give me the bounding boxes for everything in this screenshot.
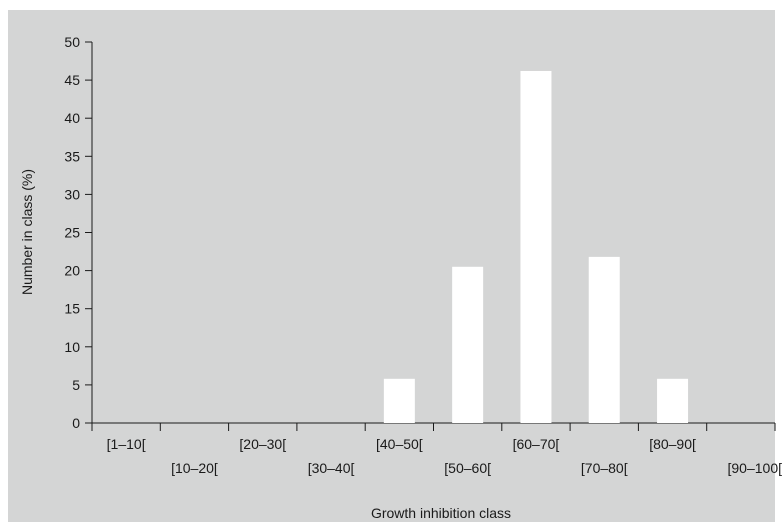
- x-axis-title: Growth inhibition class: [371, 505, 511, 521]
- bar: [588, 256, 620, 423]
- x-tick-label: [1–10[: [107, 436, 146, 452]
- x-tick-label: [20–30[: [239, 436, 286, 452]
- bar: [452, 266, 484, 423]
- chart-panel: [8, 10, 775, 522]
- x-tick-label: [50–60[: [444, 460, 491, 476]
- y-tick-label: 30: [64, 186, 80, 202]
- y-tick-label: 20: [64, 263, 80, 279]
- x-tick-label: [10–20[: [171, 460, 218, 476]
- y-tick-label: 15: [64, 301, 80, 317]
- y-tick-label: 45: [64, 72, 80, 88]
- bar: [520, 70, 552, 424]
- y-axis: 0 5 10 15 20 25 30 35 40 45 50: [64, 34, 93, 431]
- y-tick-label: 5: [72, 377, 80, 393]
- y-tick-label: 25: [64, 225, 80, 241]
- y-axis-title: Number in class (%): [19, 169, 35, 295]
- y-tick-label: 50: [64, 34, 80, 50]
- x-tick-label: [70–80[: [581, 460, 628, 476]
- x-tick-label: [40–50[: [376, 436, 423, 452]
- x-tick-label: [60–70[: [513, 436, 560, 452]
- x-tick-label: [80–90[: [649, 436, 696, 452]
- x-tick-label: [30–40[: [308, 460, 355, 476]
- y-tick-label: 10: [64, 339, 80, 355]
- bars: [383, 70, 689, 424]
- y-tick-label: 35: [64, 148, 80, 164]
- x-tick-label: [90–100[: [728, 460, 783, 476]
- y-tick-label: 0: [72, 415, 80, 431]
- x-axis: [1–10[ [10–20[ [20–30[ [30–40[ [40–50[ [50–60…: [91, 422, 783, 476]
- bar: [383, 378, 415, 423]
- bar: [657, 378, 689, 423]
- y-tick-label: 40: [64, 110, 80, 126]
